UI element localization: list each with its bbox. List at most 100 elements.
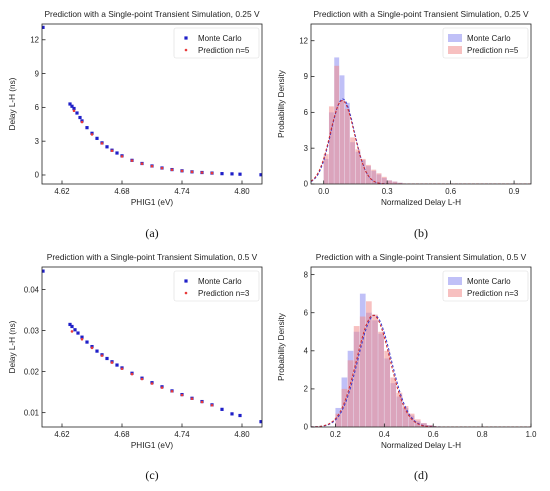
histogram-bar [347,360,354,427]
series-prediction-points [72,109,214,175]
data-point [90,133,94,136]
histogram-bar [427,425,433,427]
data-point [105,356,109,361]
data-point [238,172,242,176]
y-tick-label: 6 [304,308,308,317]
histogram-bar [372,314,378,427]
data-point [230,412,234,416]
chart-title: Prediction with a Single-point Transient… [47,252,258,262]
chart-title: Prediction with a Single-point Transient… [316,252,527,262]
x-tick-label: 4.68 [114,187,129,196]
data-point [220,407,224,411]
series-prediction-points [70,330,214,407]
data-point [42,25,45,29]
legend: Monte Carlo Prediction n=5 [173,27,260,59]
x-tick-label: 0.0 [318,187,330,196]
legend-box [442,27,529,59]
fit-curve-monte-carlo [311,98,531,184]
data-point [210,403,214,407]
histogram-bar [334,65,340,184]
legend-box [173,270,260,302]
axes-frame [41,23,263,185]
data-point [73,328,77,332]
y-tick-label: 6 [304,108,308,117]
legend-box [173,27,260,59]
data-point [70,330,74,333]
histogram-bar [359,316,366,427]
data-point [75,111,79,115]
y-axis-label: Probability Density [277,69,286,138]
data-point [190,397,194,400]
legend-label: Prediction n=5 [467,46,519,55]
histogram-bar [392,181,398,184]
x-tick-label: 0.6 [428,430,439,439]
x-axis-label: PHIG1 (eV) [131,441,174,450]
legend-swatch [448,277,462,285]
x-tick-label: 4.74 [174,187,190,196]
y-tick-label: 12 [30,35,39,44]
data-point [80,337,84,341]
y-tick-label: 12 [299,36,308,45]
axes-frame [310,266,532,428]
histogram-bar [355,149,361,184]
x-tick-label: 0.3 [382,187,393,196]
data-point [100,354,104,357]
data-point [259,173,262,177]
legend-label: Prediction n=5 [198,46,250,55]
legend-label: Prediction n=3 [467,289,519,298]
data-point [68,102,72,106]
data-point [90,346,94,350]
plot-area [311,57,531,184]
y-tick-label: 9 [304,72,308,81]
data-point [110,361,114,364]
legend-label: Prediction n=3 [198,289,250,298]
data-point [150,382,154,385]
fit-curve-monte-carlo [311,314,531,427]
legend: Monte Carlo Prediction n=3 [173,270,260,302]
y-tick-label: 9 [35,69,39,78]
histogram-bar [350,137,356,184]
x-tick-label: 4.68 [114,430,129,439]
panel-caption: (b) [414,226,428,240]
legend-marker [184,36,188,40]
histogram-bar [344,108,350,184]
data-point [70,324,74,329]
data-point [210,171,214,175]
data-point [150,164,154,168]
data-point [220,172,224,176]
data-point [80,120,84,124]
y-axis-label: Delay L-H (ns) [8,320,17,373]
histogram-bar [378,331,384,427]
histogram-bar [384,350,391,427]
data-point [85,340,89,344]
data-point [230,172,234,176]
x-tick-label: 1.0 [526,430,538,439]
y-tick-label: 0.02 [24,367,39,376]
x-tick-label: 0.2 [330,430,341,439]
data-point [120,367,124,371]
legend-label: Monte Carlo [198,277,242,286]
y-tick-label: 3 [304,144,308,153]
chart-title: Prediction with a Single-point Transient… [313,9,528,19]
plot-area [311,293,531,427]
data-point [68,322,72,327]
y-tick-label: 8 [304,270,308,279]
y-tick-label: 6 [35,103,39,112]
x-tick-label: 4.62 [54,430,69,439]
histogram-bar [402,406,409,427]
histogram-bar [366,164,371,184]
histogram-bar [335,413,342,427]
y-tick-label: 2 [304,385,308,394]
legend: Monte Carlo Prediction n=3 [442,270,529,302]
plot-area [42,269,262,424]
y-tick-label: 0.03 [24,326,39,335]
legend-swatch [448,289,462,297]
y-tick-label: 0 [304,423,309,432]
data-point [115,363,119,367]
x-tick-label: 4.74 [174,430,190,439]
chart-title: Prediction with a Single-point Transient… [44,9,259,19]
histogram-bar [339,100,345,184]
x-tick-label: 0.4 [379,430,391,439]
data-point [76,331,80,335]
